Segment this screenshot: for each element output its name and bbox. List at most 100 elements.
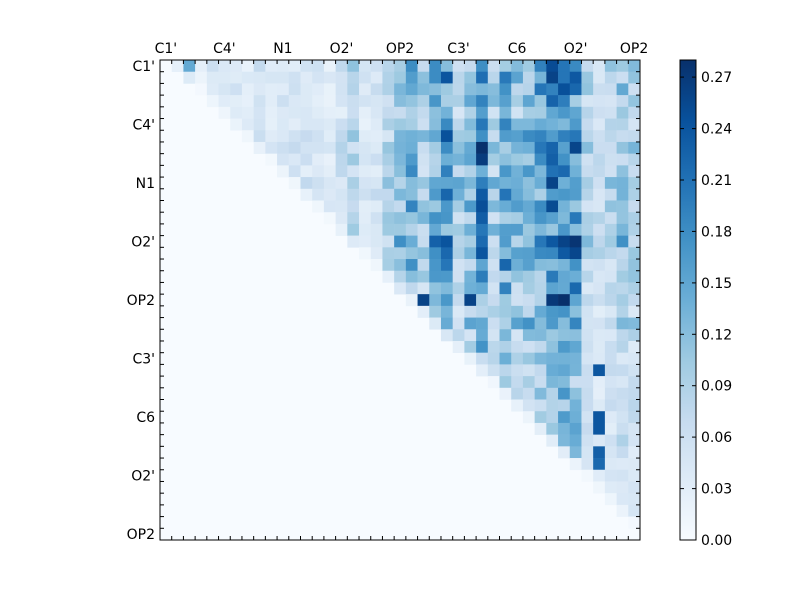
- heatmap-cell: [335, 118, 348, 131]
- heatmap-cell: [628, 399, 641, 412]
- heatmap-cell: [604, 376, 617, 389]
- heatmap-cell: [429, 270, 442, 283]
- heatmap-cell: [417, 294, 430, 307]
- heatmap-cell: [499, 305, 512, 318]
- heatmap-cell: [511, 83, 524, 96]
- heatmap-cell: [347, 141, 360, 154]
- heatmap-cell: [382, 235, 395, 248]
- heatmap-cell: [569, 141, 582, 154]
- heatmap-cell: [499, 83, 512, 96]
- heatmap-cell: [405, 259, 418, 272]
- heatmap-cell: [569, 95, 582, 108]
- heatmap-cell: [558, 200, 571, 213]
- heatmap-cell: [522, 235, 535, 248]
- heatmap-cell: [522, 305, 535, 318]
- heatmap-cell: [277, 153, 290, 166]
- heatmap-cell: [581, 399, 594, 412]
- heatmap-cell: [359, 106, 372, 119]
- colorbar-tick-label: 0.27: [701, 70, 732, 86]
- heatmap-cell: [487, 340, 500, 353]
- heatmap-cell: [487, 177, 500, 190]
- heatmap-cell: [511, 399, 524, 412]
- heatmap-cell: [277, 60, 290, 73]
- heatmap-cell: [511, 387, 524, 400]
- heatmap-cell: [359, 235, 372, 248]
- heatmap-cell: [323, 95, 336, 108]
- heatmap-cell: [382, 130, 395, 143]
- heatmap-cell: [616, 83, 629, 96]
- heatmap-cell: [546, 153, 559, 166]
- heatmap-cell: [581, 376, 594, 389]
- heatmap-cell: [593, 95, 606, 108]
- heatmap-cell: [546, 188, 559, 201]
- heatmap-cell: [171, 60, 184, 73]
- heatmap-cell: [335, 71, 348, 84]
- heatmap-cell: [546, 247, 559, 260]
- heatmap-cell: [394, 95, 407, 108]
- heatmap-cell: [511, 305, 524, 318]
- heatmap-cell: [616, 411, 629, 424]
- heatmap-cell: [429, 130, 442, 143]
- heatmap-cell: [581, 130, 594, 143]
- heatmap-cell: [359, 200, 372, 213]
- heatmap-cell: [546, 387, 559, 400]
- heatmap-cell: [464, 177, 477, 190]
- heatmap-cell: [534, 376, 547, 389]
- heatmap-cell: [569, 177, 582, 190]
- heatmap-cell: [265, 130, 278, 143]
- heatmap-cell: [440, 270, 453, 283]
- heatmap-cell: [558, 188, 571, 201]
- heatmap-cell: [558, 422, 571, 435]
- heatmap-cell: [522, 165, 535, 178]
- heatmap-cell: [347, 60, 360, 73]
- heatmap-cell: [253, 118, 266, 131]
- heatmap-cell: [534, 153, 547, 166]
- heatmap-cell: [569, 247, 582, 260]
- heatmap-cell: [476, 259, 489, 272]
- heatmap-cell: [440, 118, 453, 131]
- heatmap-cell: [569, 130, 582, 143]
- heatmap-cell: [312, 130, 325, 143]
- heatmap-cell: [511, 247, 524, 260]
- heatmap-cell: [628, 411, 641, 424]
- heatmap-cell: [394, 270, 407, 283]
- heatmap-cell: [312, 153, 325, 166]
- x-tick-label: C1': [155, 41, 178, 57]
- heatmap-cell: [382, 95, 395, 108]
- heatmap-cell: [464, 305, 477, 318]
- heatmap-cell: [370, 60, 383, 73]
- heatmap-cell: [429, 188, 442, 201]
- heatmap-cell: [452, 118, 465, 131]
- heatmap-cell: [335, 95, 348, 108]
- heatmap-cell: [323, 130, 336, 143]
- heatmap-cell: [405, 177, 418, 190]
- heatmap-cell: [511, 282, 524, 295]
- heatmap-cell: [405, 282, 418, 295]
- heatmap-cell: [593, 294, 606, 307]
- heatmap-cell: [593, 458, 606, 471]
- heatmap-cell: [429, 200, 442, 213]
- heatmap-cell: [593, 399, 606, 412]
- heatmap-cell: [253, 83, 266, 96]
- heatmap-cell: [241, 130, 254, 143]
- heatmap-cell: [581, 305, 594, 318]
- heatmap-cell: [593, 200, 606, 213]
- heatmap-cell: [604, 458, 617, 471]
- heatmap-cell: [628, 469, 641, 482]
- heatmap-cell: [429, 153, 442, 166]
- heatmap-cell: [569, 399, 582, 412]
- heatmap-cell: [359, 153, 372, 166]
- heatmap-cell: [183, 60, 196, 73]
- heatmap-cell: [511, 106, 524, 119]
- heatmap-cell: [487, 364, 500, 377]
- heatmap-cell: [593, 153, 606, 166]
- heatmap-cell: [218, 95, 231, 108]
- heatmap-cell: [616, 153, 629, 166]
- heatmap-cell: [616, 364, 629, 377]
- heatmap-cell: [499, 212, 512, 225]
- heatmap-cell: [417, 130, 430, 143]
- heatmap-cell: [581, 387, 594, 400]
- heatmap-cell: [546, 364, 559, 377]
- heatmap-cell: [464, 259, 477, 272]
- heatmap-cell: [487, 60, 500, 73]
